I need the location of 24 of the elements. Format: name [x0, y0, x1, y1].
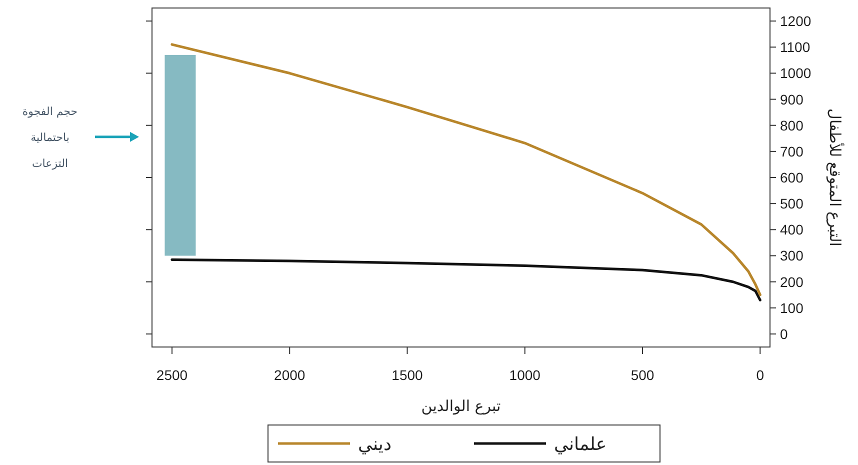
x-tick-label: 500: [630, 367, 654, 383]
x-tick-label: 2500: [156, 367, 188, 383]
x-axis-title: تبرع الوالدين: [421, 397, 501, 415]
x-tick-label: 0: [756, 367, 764, 383]
text: حجم الفجوة باحتمالية التزعات: [22, 104, 78, 170]
x-tick-label: 1000: [509, 367, 541, 383]
y-tick-label: 700: [780, 143, 804, 160]
y-tick-label: 1000: [780, 65, 812, 82]
y-tick-label: 800: [780, 117, 804, 134]
y-tick-label: 600: [780, 170, 804, 186]
y-tick-label: 400: [780, 222, 804, 238]
legend-label: ديني: [358, 434, 392, 455]
y-tick-label: 500: [780, 196, 804, 212]
x-tick-label: 1500: [392, 367, 424, 383]
y-axis-title: التبرع المتوقع للأطفال: [826, 108, 845, 246]
y-tick-label: 100: [780, 300, 804, 316]
y-tick-label: 0: [780, 326, 788, 342]
y-tick-label: 200: [780, 274, 804, 290]
x-tick-label: 2000: [274, 367, 306, 383]
y-tick-label: 900: [780, 91, 804, 108]
y-tick-label: 300: [780, 248, 804, 264]
legend-label: علماني: [554, 434, 607, 455]
y-tick-label: 1100: [780, 39, 810, 56]
y-tick-label: 1200: [780, 13, 812, 30]
